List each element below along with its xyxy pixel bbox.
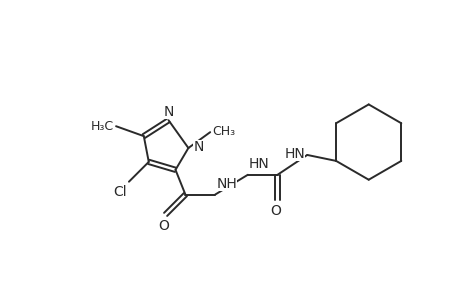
Text: HN: HN bbox=[248, 157, 269, 171]
Text: H₃C: H₃C bbox=[91, 120, 114, 133]
Text: O: O bbox=[158, 219, 169, 233]
Text: NH: NH bbox=[216, 177, 236, 190]
Text: Cl: Cl bbox=[113, 185, 127, 199]
Text: HN: HN bbox=[284, 147, 305, 161]
Text: N: N bbox=[163, 105, 174, 119]
Text: CH₃: CH₃ bbox=[212, 125, 235, 138]
Text: N: N bbox=[193, 140, 203, 154]
Text: O: O bbox=[269, 205, 280, 218]
